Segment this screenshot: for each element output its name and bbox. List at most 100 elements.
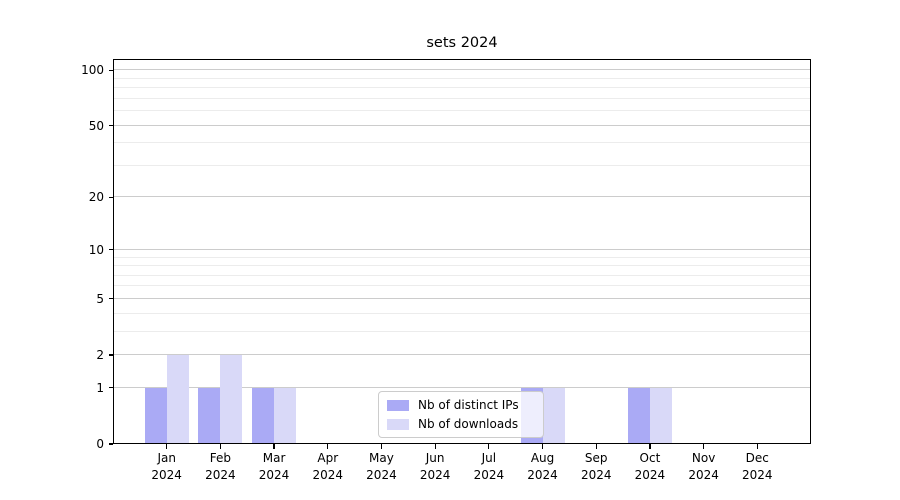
x-tick-label-year: 2024 [634,467,666,482]
major-gridline [113,69,811,71]
x-tick-label-year: 2024 [742,467,773,482]
minor-gridline [113,142,811,144]
minor-gridline [113,87,811,89]
minor-gridline [113,274,811,276]
plot-area [113,59,811,444]
y-tick-mark [108,354,113,356]
x-tick-label: Mar 2024 [244,450,304,483]
x-tick-label-month: Nov [691,451,716,465]
x-tick-mark [756,444,758,449]
y-tick-label: 5 [96,291,104,306]
major-gridline [113,124,811,126]
x-tick-mark [327,444,329,449]
x-tick-label: Aug 2024 [513,450,573,483]
minor-gridline [113,164,811,166]
x-tick-mark [541,444,544,449]
y-tick-label: 50 [88,118,104,133]
legend-swatch-downloads-icon [387,418,409,430]
minor-gridline [113,265,811,267]
x-tick-label-month: May [369,451,394,465]
y-tick-label: 100 [81,63,104,78]
bar-downloads [274,387,297,444]
y-tick-label: 0 [96,437,104,451]
legend-item-downloads: Nb of downloads [387,416,535,432]
x-tick-label: Feb 2024 [190,450,250,483]
x-tick-label-year: 2024 [366,467,397,482]
x-tick-mark [166,444,168,449]
x-tick-label: Jul 2024 [459,450,519,483]
y-tick-label: 1 [96,380,104,395]
grid-layer [113,59,811,444]
y-tick-label: 20 [88,190,104,205]
x-tick-mark [595,444,597,449]
x-tick-label-year: 2024 [580,467,612,482]
bar-downloads [542,387,565,444]
x-tick-mark [488,444,490,449]
x-tick-label: Apr 2024 [298,450,358,483]
bar-downloads [649,387,672,444]
bar-distinct-ips [144,387,167,444]
legend-item-distinct-ips: Nb of distinct IPs [387,397,535,413]
x-tick-label-year: 2024 [527,467,558,482]
y-tick-mark [108,196,113,198]
x-tick-label: Jan 2024 [137,450,197,483]
bar-downloads [220,355,243,444]
bar-distinct-ips [627,387,650,444]
x-tick-mark [380,444,383,449]
y-tick-mark [108,443,113,445]
bar-distinct-ips [198,387,221,444]
y-tick-label: 2 [96,348,104,363]
legend-swatch-distinct-ips-icon [387,399,409,411]
x-tick-label-month: Jul [481,451,497,465]
minor-gridline [113,285,811,287]
chart-title: sets 2024 [426,35,498,51]
major-gridline [113,386,811,388]
x-tick-label: Nov 2024 [674,450,734,483]
x-tick-label: Jun 2024 [405,450,465,483]
x-tick-label-year: 2024 [688,467,719,482]
x-tick-label: Sep 2024 [566,450,626,483]
x-tick-label-year: 2024 [205,467,236,482]
minor-gridline [113,312,811,314]
x-tick-label-year: 2024 [151,467,182,482]
x-tick-label-year: 2024 [258,467,290,482]
x-tick-label-month: Apr [317,451,339,465]
x-tick-label-month: Jan [157,451,176,465]
x-tick-label-year: 2024 [312,467,344,482]
x-tick-label-month: Feb [209,451,231,465]
x-tick-label: Oct 2024 [620,450,680,483]
x-tick-mark [434,444,436,449]
x-tick-label-month: Jun [425,451,445,465]
y-tick-mark [108,387,113,389]
minor-gridline [113,110,811,112]
x-tick-label: May 2024 [351,450,411,483]
legend: Nb of distinct IPs Nb of downloads [378,391,544,438]
bar-layer [113,59,811,444]
y-tick-mark [108,249,113,251]
minor-gridline [113,256,811,258]
x-tick-label-month: Dec [745,451,769,465]
x-tick-mark [273,444,275,449]
y-tick-mark [108,69,113,71]
major-gridline [113,196,811,198]
y-tick-mark [108,124,113,127]
minor-gridline [113,77,811,79]
y-tick-mark [108,298,113,300]
y-tick-label: 10 [88,242,104,257]
legend-label-downloads: Nb of downloads [418,417,519,431]
x-tick-mark [219,444,221,449]
x-tick-mark [649,444,651,449]
major-gridline [113,248,811,250]
minor-gridline [113,330,811,332]
legend-label-distinct-ips: Nb of distinct IPs [418,398,519,412]
bar-downloads [166,355,189,444]
x-tick-label-year: 2024 [419,467,451,482]
minor-gridline [113,97,811,99]
major-gridline [113,354,811,356]
x-tick-mark [703,444,705,449]
bar-distinct-ips [252,387,275,444]
x-tick-label-month: Mar [262,451,286,465]
x-tick-label-month: Oct [639,451,661,465]
x-tick-label-year: 2024 [473,467,505,482]
